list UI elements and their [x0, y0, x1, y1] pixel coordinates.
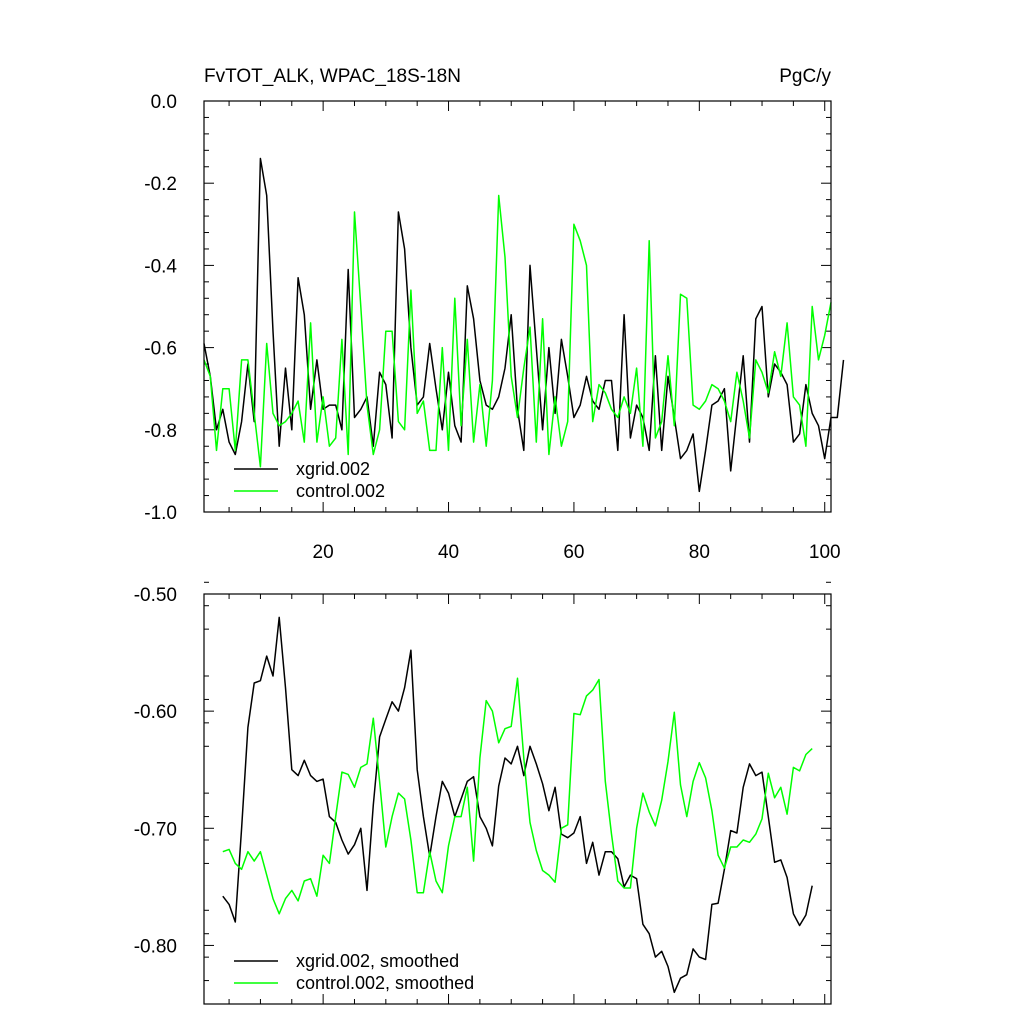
bottom-panel: -0.50 -0.60 -0.70 -0.80 xgrid.002, smoothed… — [134, 581, 832, 1005]
top-panel-legend: xgrid.002 control.002 — [234, 459, 385, 501]
legend-label-control: control.002 — [296, 481, 385, 501]
legend-label-xgrid-smoothed: xgrid.002, smoothed — [296, 951, 459, 971]
top-x-tick-label: 80 — [689, 542, 710, 563]
top-y-tick-label: 0.0 — [151, 92, 177, 113]
top-y-tick-label: -0.8 — [144, 421, 177, 442]
top-x-tick-label: 60 — [563, 542, 584, 563]
bottom-panel-ticks: -0.50 -0.60 -0.70 -0.80 — [134, 581, 831, 1004]
top-x-tick-label: 100 — [809, 542, 841, 563]
bottom-series-line-1 — [222, 677, 813, 915]
bottom-y-tick-label: -0.50 — [134, 585, 177, 606]
bottom-panel-frame — [203, 593, 832, 1005]
top-x-tick-label: 20 — [313, 542, 334, 563]
top-panel: FvTOT_ALK, WPAC_18S-18N PgC/y 20 40 60 80 10… — [144, 66, 845, 563]
bottom-panel-series — [222, 616, 813, 994]
top-y-tick-label: -0.2 — [144, 174, 177, 195]
top-y-tick-label: -0.4 — [144, 256, 177, 277]
top-y-tick-label: -0.6 — [144, 339, 177, 360]
bottom-series-line-0 — [222, 616, 813, 994]
top-y-tick-label: -1.0 — [144, 503, 177, 524]
bottom-y-tick-label: -0.60 — [134, 702, 177, 723]
top-panel-series — [203, 157, 845, 493]
bottom-y-tick-label: -0.80 — [134, 936, 177, 957]
chart-title: FvTOT_ALK, WPAC_18S-18N — [204, 66, 461, 87]
top-series-line-1 — [203, 194, 832, 468]
top-series-line-0 — [203, 157, 845, 493]
bottom-panel-legend: xgrid.002, smoothed control.002, smoothe… — [234, 951, 474, 993]
units-label: PgC/y — [779, 66, 831, 87]
top-x-tick-label: 40 — [438, 542, 459, 563]
legend-label-control-smoothed: control.002, smoothed — [296, 973, 474, 993]
top-panel-ticks: 20 40 60 80 100 0.0 -0.2 -0.4 -0.6 -0.8 -1.0 — [144, 92, 840, 563]
bottom-y-tick-label: -0.70 — [134, 819, 177, 840]
top-panel-frame — [203, 100, 832, 513]
legend-label-xgrid: xgrid.002 — [296, 459, 370, 479]
